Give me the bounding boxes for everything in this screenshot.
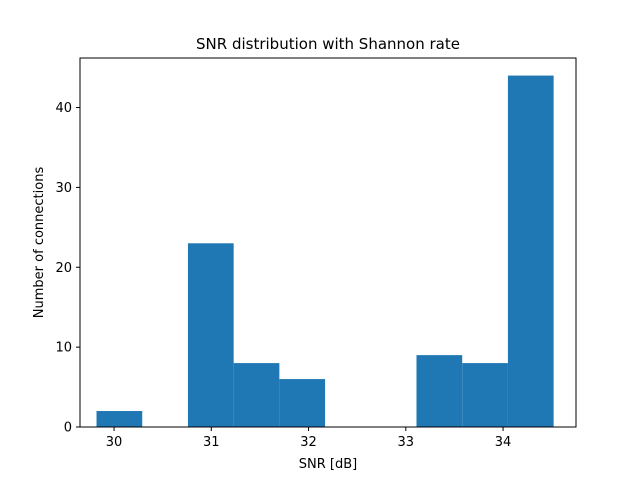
histogram-bar-0 bbox=[96, 411, 143, 427]
histogram-bar-3 bbox=[233, 363, 280, 427]
y-tick-label: 30 bbox=[55, 181, 72, 196]
bars-group bbox=[96, 75, 554, 427]
y-axis-label: Number of connections bbox=[32, 167, 47, 319]
x-axis-ticks: 30 31 32 33 34 bbox=[106, 427, 512, 450]
histogram-bar-8 bbox=[462, 363, 508, 427]
axes-frame bbox=[79, 57, 577, 428]
x-tick-label: 31 bbox=[203, 435, 220, 450]
chart-title: SNR distribution with Shannon rate bbox=[196, 35, 460, 53]
histogram-bar-2 bbox=[187, 243, 234, 427]
histogram-bar-4 bbox=[279, 379, 326, 427]
y-axis-ticks: 0 10 20 30 40 bbox=[55, 101, 80, 436]
histogram-bar-7 bbox=[416, 355, 463, 427]
y-tick-label: 0 bbox=[64, 421, 72, 436]
x-tick-label: 30 bbox=[106, 435, 123, 450]
histogram-bar-9 bbox=[507, 75, 554, 427]
x-tick-label: 33 bbox=[398, 435, 415, 450]
x-axis-label: SNR [dB] bbox=[299, 457, 357, 472]
y-tick-label: 10 bbox=[55, 341, 72, 356]
y-tick-label: 20 bbox=[55, 261, 72, 276]
x-tick-label: 34 bbox=[495, 435, 512, 450]
x-tick-label: 32 bbox=[300, 435, 317, 450]
y-tick-label: 40 bbox=[55, 101, 72, 116]
